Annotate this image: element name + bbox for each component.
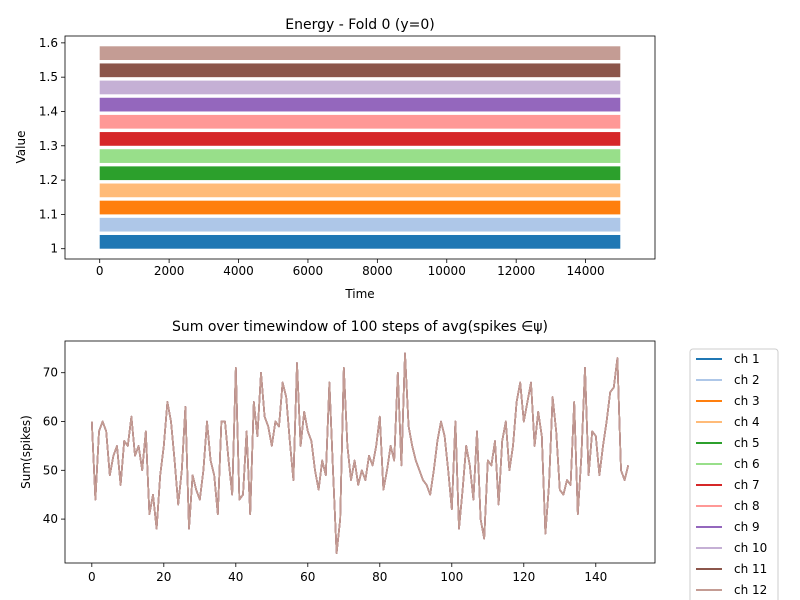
x-tick-label: 40 <box>228 570 243 584</box>
energy-bands <box>99 46 621 249</box>
y-tick-label: 1.1 <box>39 207 58 221</box>
legend-items: ch 1 ch 2 ch 3 ch 4 ch 5 ch 6 ch 7 ch 8 ch 9 ch 1… <box>696 352 767 597</box>
energy-x-ticks: 0 2000 4000 6000 8000 10000 12000 14000 <box>96 259 605 278</box>
energy-chart: Energy - Fold 0 (y=0) 0 2000 4000 6000 8000 1… <box>14 17 656 301</box>
y-tick-label: 1.5 <box>39 70 58 84</box>
x-tick-label: 0 <box>96 264 104 278</box>
energy-band <box>99 46 621 61</box>
x-tick-label: 80 <box>372 570 387 584</box>
y-tick-label: 1.3 <box>39 139 58 153</box>
legend: ch 1 ch 2 ch 3 ch 4 ch 5 ch 6 ch 7 ch 8 ch 9 ch 1… <box>689 348 779 600</box>
legend-label: ch 9 <box>734 520 760 534</box>
energy-y-ticks: 1 1.1 1.2 1.3 1.4 1.5 1.6 <box>39 36 65 256</box>
y-tick-label: 1.6 <box>39 36 58 50</box>
x-tick-label: 20 <box>156 570 171 584</box>
y-tick-label: 1 <box>50 242 58 256</box>
legend-label: ch 7 <box>734 478 760 492</box>
legend-label: ch 1 <box>734 352 760 366</box>
energy-y-axis-label: Value <box>14 131 28 164</box>
energy-x-axis-label: Time <box>344 287 374 301</box>
energy-band <box>99 132 621 146</box>
energy-band <box>99 200 621 215</box>
spikes-chart-title: Sum over timewindow of 100 steps of avg(… <box>172 319 548 335</box>
energy-band <box>99 149 621 163</box>
x-tick-label: 12000 <box>497 264 535 278</box>
spikes-plot-frame <box>64 340 656 564</box>
x-tick-label: 100 <box>440 570 463 584</box>
y-tick-label: 60 <box>43 415 58 429</box>
x-tick-label: 2000 <box>154 264 185 278</box>
energy-plot-frame <box>64 35 656 260</box>
y-tick-label: 50 <box>43 463 58 477</box>
x-tick-label: 140 <box>584 570 607 584</box>
energy-band <box>99 183 621 198</box>
legend-label: ch 2 <box>734 373 760 387</box>
x-tick-label: 14000 <box>566 264 604 278</box>
energy-band <box>99 234 621 249</box>
spikes-series-lines <box>91 352 629 554</box>
y-tick-label: 70 <box>43 366 58 380</box>
legend-label: ch 10 <box>734 541 767 555</box>
y-tick-label: 1.2 <box>39 173 58 187</box>
x-tick-label: 8000 <box>362 264 393 278</box>
spikes-x-ticks: 0 20 40 60 80 100 120 140 <box>88 563 607 584</box>
energy-band <box>99 97 621 112</box>
series-line <box>91 352 629 554</box>
energy-band <box>99 80 621 95</box>
legend-label: ch 12 <box>734 583 767 597</box>
legend-box <box>689 348 779 600</box>
legend-label: ch 6 <box>734 457 760 471</box>
x-tick-label: 0 <box>88 570 96 584</box>
x-tick-label: 60 <box>300 570 315 584</box>
spikes-chart: Sum over timewindow of 100 steps of avg(… <box>19 319 656 584</box>
y-tick-label: 1.4 <box>39 104 58 118</box>
legend-label: ch 8 <box>734 499 760 513</box>
energy-chart-title: Energy - Fold 0 (y=0) <box>285 17 435 33</box>
legend-label: ch 11 <box>734 562 767 576</box>
legend-label: ch 4 <box>734 415 760 429</box>
energy-band <box>99 63 621 78</box>
spikes-y-ticks: 40 50 60 70 <box>43 366 65 526</box>
y-tick-label: 40 <box>43 512 58 526</box>
energy-band <box>99 114 621 129</box>
energy-band <box>99 166 621 181</box>
spikes-y-axis-label: Sum(spikes) <box>19 415 33 489</box>
legend-label: ch 3 <box>734 394 760 408</box>
x-tick-label: 120 <box>512 570 535 584</box>
x-tick-label: 4000 <box>223 264 254 278</box>
x-tick-label: 6000 <box>293 264 324 278</box>
legend-label: ch 5 <box>734 436 760 450</box>
energy-band <box>99 217 621 232</box>
x-tick-label: 10000 <box>428 264 466 278</box>
